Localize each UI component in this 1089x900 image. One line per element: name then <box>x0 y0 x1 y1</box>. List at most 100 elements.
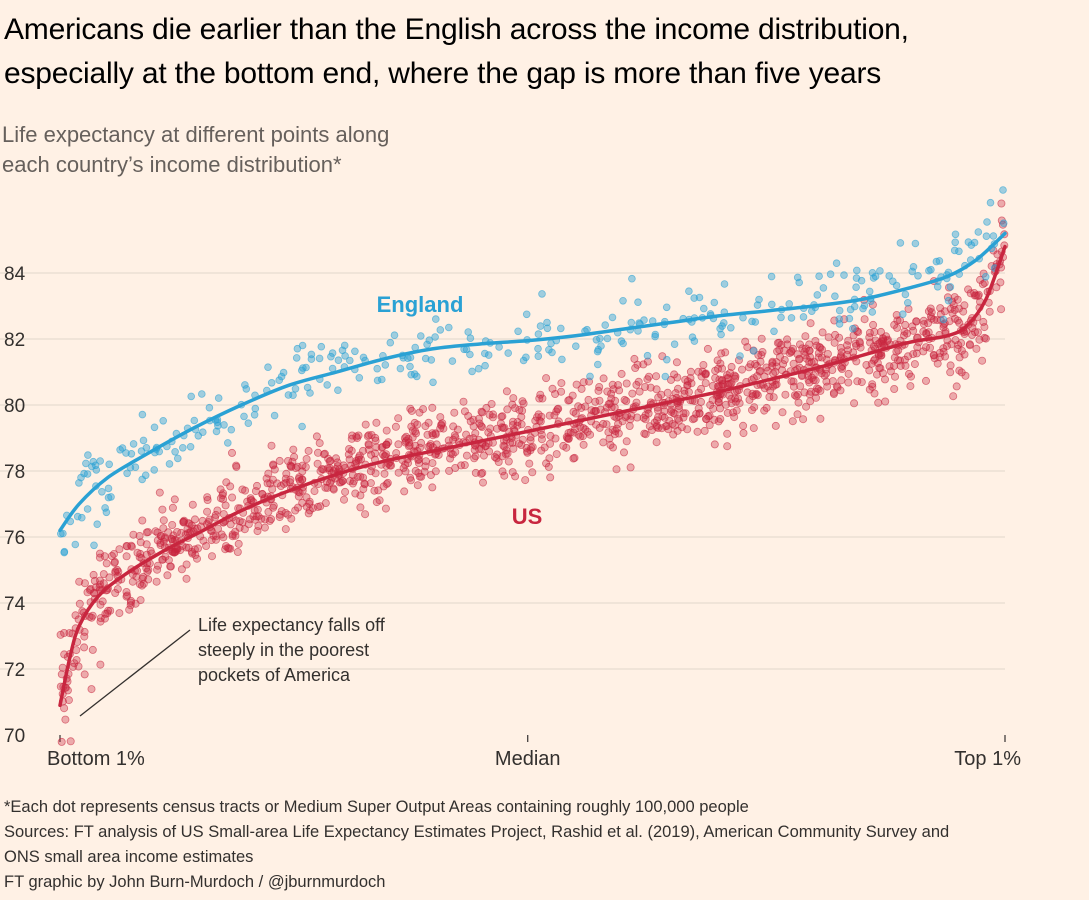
us-dot <box>488 413 497 422</box>
us-dot <box>269 461 278 470</box>
us-dot <box>470 454 479 463</box>
england-dot <box>480 349 489 358</box>
england-dot <box>373 376 382 385</box>
series-label-us: US <box>512 504 543 529</box>
us-dot <box>679 409 688 418</box>
us-dot <box>850 399 859 408</box>
us-dot <box>87 685 96 694</box>
england-dot <box>522 310 531 319</box>
us-dot <box>643 357 652 366</box>
us-dot <box>904 352 913 361</box>
us-dot <box>123 591 132 600</box>
us-dot <box>163 571 172 580</box>
us-dot <box>639 360 648 369</box>
us-dot <box>453 425 462 434</box>
us-dot <box>789 382 798 391</box>
england-dot <box>60 547 69 556</box>
us-dot <box>142 540 151 549</box>
england-dot <box>662 355 671 364</box>
us-dot <box>267 441 276 450</box>
england-dot <box>179 443 187 452</box>
us-dot <box>687 379 696 388</box>
us-dot <box>939 323 948 332</box>
england-dot <box>244 419 253 428</box>
england-dot <box>334 356 343 365</box>
england-dot <box>710 298 719 307</box>
england-dot <box>299 364 307 372</box>
england-dot <box>799 313 808 321</box>
england-dot <box>835 315 843 323</box>
us-dot <box>865 366 874 375</box>
england-dot <box>970 238 979 247</box>
us-dot <box>552 450 561 459</box>
us-dot <box>622 379 631 388</box>
us-dot <box>940 307 949 316</box>
us-dot <box>735 399 744 408</box>
us-dot <box>670 421 679 430</box>
us-dot <box>901 361 910 370</box>
us-dot <box>951 336 960 345</box>
us-dot <box>946 361 955 370</box>
us-dot <box>946 368 955 377</box>
us-dot <box>88 645 97 654</box>
us-dot <box>231 531 240 540</box>
us-dot <box>375 496 384 505</box>
england-dot <box>832 259 841 268</box>
us-dot <box>972 344 981 353</box>
us-dot <box>504 457 513 466</box>
us-dot <box>438 419 447 428</box>
us-dot <box>849 348 858 357</box>
us-dot <box>641 430 650 439</box>
chart-subtitle: Life expectancy at different points alon… <box>2 120 602 180</box>
us-dot <box>904 304 913 313</box>
us-dot <box>667 375 676 384</box>
us-dot <box>80 670 89 679</box>
england-dot <box>892 281 901 290</box>
us-dot <box>654 406 663 415</box>
us-dot <box>723 374 732 383</box>
us-dot <box>476 421 485 430</box>
england-dot <box>848 324 857 333</box>
us-dot <box>997 305 1006 314</box>
england-dot <box>292 354 301 362</box>
england-dot <box>96 457 104 465</box>
us-dot <box>515 405 524 414</box>
england-dot <box>859 304 867 313</box>
us-dot <box>766 386 775 395</box>
england-dot <box>165 460 174 468</box>
us-dot <box>652 421 661 430</box>
us-dot <box>620 448 629 457</box>
england-dot <box>127 449 136 458</box>
us-dot <box>905 369 914 378</box>
us-dot <box>269 503 278 512</box>
us-dot <box>170 495 179 504</box>
england-dot <box>138 410 147 419</box>
us-dot <box>90 576 99 585</box>
england-dot <box>423 340 431 349</box>
england-dot <box>315 354 324 363</box>
england-dot <box>716 324 724 333</box>
us-dot <box>801 332 810 341</box>
england-dot <box>944 296 953 305</box>
us-dot <box>981 334 990 343</box>
us-dot <box>500 471 509 480</box>
england-dot <box>807 307 816 316</box>
england-dot <box>464 328 473 336</box>
us-dot <box>57 737 66 746</box>
annotation: Life expectancy falls off steeply in the… <box>198 615 386 685</box>
us-dot <box>596 405 605 414</box>
us-dot <box>364 441 373 450</box>
us-dot <box>892 347 901 356</box>
us-dot <box>273 479 282 488</box>
us-dot <box>226 520 235 529</box>
england-dot <box>662 303 671 312</box>
us-dot <box>814 385 823 394</box>
us-dot <box>697 397 706 406</box>
us-dot <box>881 375 890 384</box>
england-dot <box>444 323 453 332</box>
england-dot <box>699 304 708 313</box>
england-dot <box>845 314 854 323</box>
england-dot <box>690 294 698 302</box>
england-dot <box>815 272 823 281</box>
us-dot <box>945 317 954 326</box>
